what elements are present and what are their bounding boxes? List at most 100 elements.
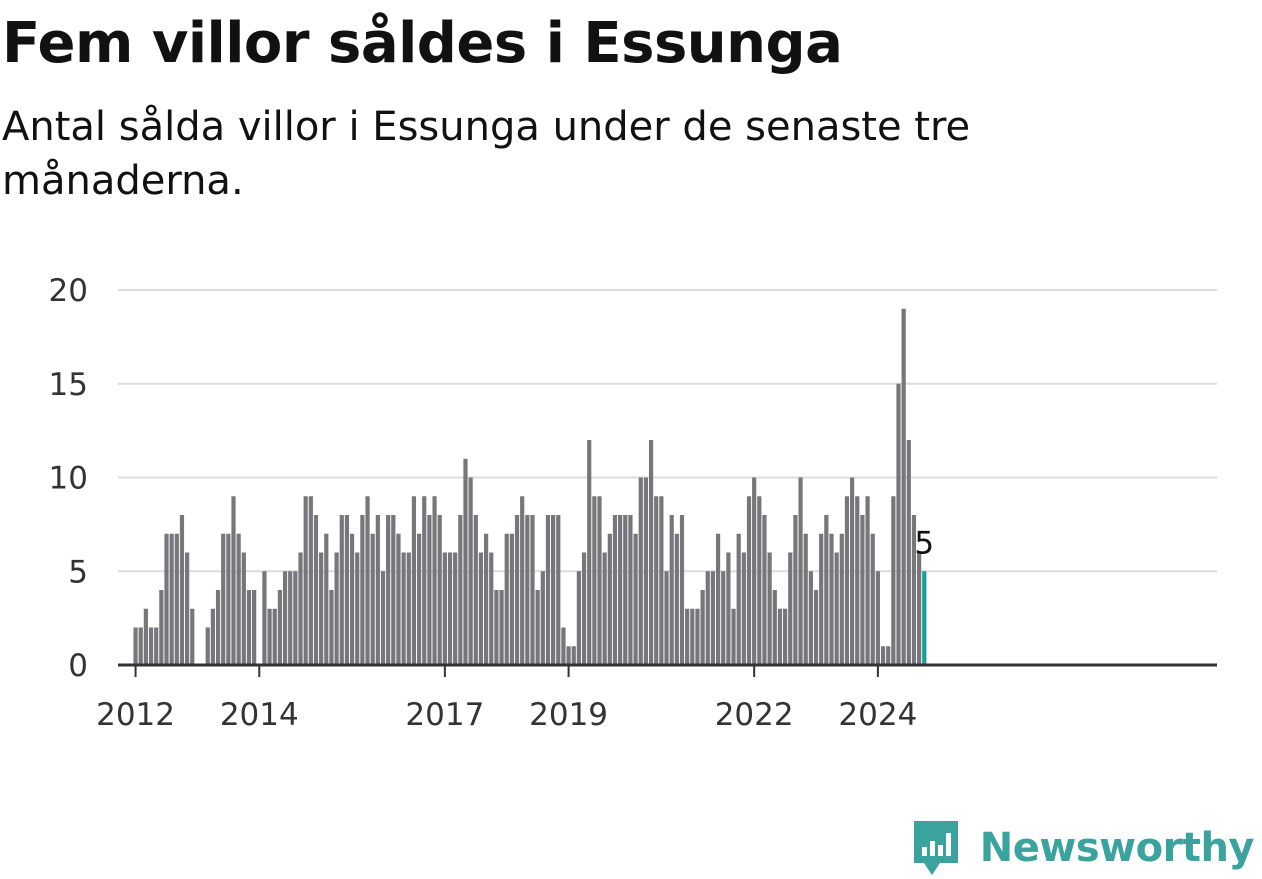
bar (406, 552, 411, 665)
bar (710, 571, 716, 665)
bar (190, 608, 195, 665)
bar (324, 533, 329, 665)
x-tick-label: 2014 (220, 697, 299, 733)
bar (865, 496, 870, 665)
bar (679, 515, 685, 665)
data-label: 5 (914, 525, 934, 561)
bar (705, 571, 710, 665)
bar (628, 515, 633, 665)
bar (349, 533, 355, 665)
x-tick-label: 2019 (529, 697, 608, 733)
bar (798, 477, 803, 665)
bar (721, 571, 726, 665)
bar (571, 646, 576, 665)
bar (339, 515, 344, 665)
x-tick-label: 2017 (405, 697, 484, 733)
bar (164, 533, 169, 665)
bar (437, 515, 442, 665)
y-tick-label: 5 (68, 554, 88, 590)
bar (648, 440, 654, 665)
y-tick-label: 15 (49, 367, 88, 403)
bar (277, 590, 283, 665)
bar (442, 552, 447, 665)
bar (484, 533, 489, 665)
bar (545, 515, 551, 665)
bar (638, 477, 643, 665)
bar (674, 533, 679, 665)
brand-logo: Newsworthy (910, 818, 1255, 878)
bar (886, 646, 891, 665)
y-tick-label: 20 (49, 273, 88, 309)
bar (860, 515, 865, 665)
bar (205, 627, 210, 665)
bar (308, 496, 313, 665)
x-tick-label: 2022 (715, 697, 794, 733)
bar (391, 515, 396, 665)
bar (355, 552, 360, 665)
bar (520, 496, 525, 665)
bar (700, 590, 705, 665)
bar (808, 571, 813, 665)
y-tick-label: 10 (49, 461, 88, 497)
y-tick-label: 0 (68, 648, 88, 684)
bar (138, 627, 143, 665)
bar (576, 571, 581, 665)
bar (659, 496, 664, 665)
bar (293, 571, 298, 665)
bar (313, 515, 319, 665)
bar (597, 496, 602, 665)
bar (365, 496, 370, 665)
bar (607, 533, 612, 665)
newsworthy-logo-icon (913, 821, 958, 875)
bar (179, 515, 185, 665)
bar (685, 608, 690, 665)
bar (525, 515, 530, 665)
bar (556, 515, 561, 665)
bar (375, 515, 380, 665)
bar (602, 552, 607, 665)
bar (159, 590, 164, 665)
bar (174, 533, 179, 665)
bar (154, 627, 159, 665)
bar (447, 552, 453, 665)
bar (329, 590, 334, 665)
bar (850, 477, 855, 665)
bar (473, 515, 478, 665)
bar (839, 533, 844, 665)
bar (561, 627, 566, 665)
bar (623, 515, 628, 665)
bar (360, 515, 365, 665)
bar (654, 496, 659, 665)
bar (736, 533, 741, 665)
bar (499, 590, 504, 665)
brand-name: Newsworthy (979, 825, 1255, 871)
x-tick-label: 2012 (96, 697, 175, 733)
bar (829, 533, 834, 665)
bar (231, 496, 236, 665)
bar (427, 515, 432, 665)
bar (581, 552, 587, 665)
bar (303, 496, 308, 665)
bar (746, 496, 752, 665)
bar (262, 571, 267, 665)
bar (896, 383, 901, 665)
bar (844, 496, 850, 665)
bar (592, 496, 597, 665)
bar (757, 496, 762, 665)
bar (612, 515, 618, 665)
bar (911, 515, 917, 665)
bar (762, 515, 767, 665)
bar (587, 440, 592, 665)
bar (664, 571, 669, 665)
bar (741, 552, 746, 665)
bar (551, 515, 556, 665)
bar (453, 552, 458, 665)
bar (824, 515, 829, 665)
bar (494, 590, 499, 665)
highlight-bar (922, 571, 927, 665)
bar (726, 552, 731, 665)
bar (803, 533, 808, 665)
bar (772, 590, 777, 665)
chart-title: Fem villor såldes i Essunga (2, 11, 843, 76)
bar-chart: 0 5 10 15 20 5 2012 2014 2017 2019 2022 2024 (49, 273, 1217, 733)
